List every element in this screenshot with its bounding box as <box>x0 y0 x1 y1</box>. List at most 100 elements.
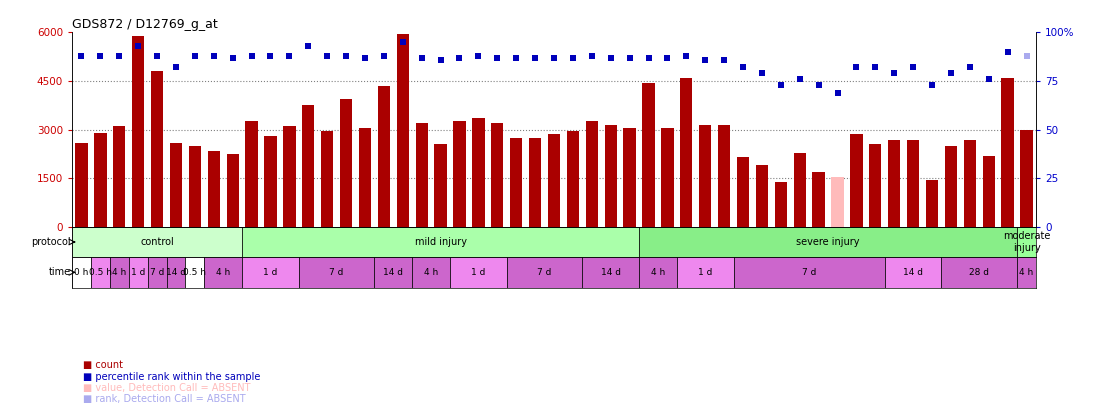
Bar <box>185 257 204 288</box>
Text: ■ value, Detection Call = ABSENT: ■ value, Detection Call = ABSENT <box>83 383 250 393</box>
Text: GDS872 / D12769_g_at: GDS872 / D12769_g_at <box>72 18 218 31</box>
Bar <box>434 144 447 227</box>
Text: 4 h: 4 h <box>216 268 230 277</box>
Text: 14 d: 14 d <box>903 268 923 277</box>
Bar <box>850 134 862 227</box>
Bar <box>246 122 258 227</box>
Bar <box>926 181 938 227</box>
Text: 7 d: 7 d <box>150 268 164 277</box>
Text: ■ percentile rank within the sample: ■ percentile rank within the sample <box>83 372 260 382</box>
Text: severe injury: severe injury <box>797 237 860 247</box>
Bar <box>450 257 506 288</box>
Bar <box>586 122 598 227</box>
Bar <box>583 257 639 288</box>
Bar <box>756 165 768 227</box>
Bar <box>375 257 412 288</box>
Bar <box>889 140 901 227</box>
Text: 4 h: 4 h <box>650 268 665 277</box>
Text: mild injury: mild injury <box>414 237 466 247</box>
Bar <box>94 133 106 227</box>
Bar <box>378 86 390 227</box>
Bar <box>397 34 409 227</box>
Bar <box>129 257 147 288</box>
Bar <box>643 83 655 227</box>
Text: 7 d: 7 d <box>329 268 343 277</box>
Text: protocol: protocol <box>31 237 71 247</box>
Bar <box>412 257 450 288</box>
Bar <box>491 123 503 227</box>
Bar <box>170 143 182 227</box>
Text: 14 d: 14 d <box>166 268 186 277</box>
Bar <box>453 122 465 227</box>
Bar <box>299 257 375 288</box>
Bar <box>699 125 711 227</box>
Bar <box>605 125 617 227</box>
Bar <box>340 99 352 227</box>
Bar <box>733 257 885 288</box>
Bar <box>869 144 882 227</box>
Bar <box>207 151 219 227</box>
Text: moderate
injury: moderate injury <box>1003 231 1050 253</box>
Bar <box>151 71 163 227</box>
Bar <box>321 131 334 227</box>
Bar <box>226 154 239 227</box>
Bar <box>472 118 484 227</box>
Bar <box>774 182 787 227</box>
Bar <box>737 157 749 227</box>
Text: 0.5 h: 0.5 h <box>89 268 112 277</box>
Text: 4 h: 4 h <box>424 268 439 277</box>
Bar <box>416 123 428 227</box>
Bar <box>907 140 920 227</box>
Bar <box>831 177 843 227</box>
Bar <box>639 227 1017 257</box>
Bar <box>243 257 299 288</box>
Bar <box>188 146 201 227</box>
Bar <box>359 128 371 227</box>
Text: 7 d: 7 d <box>537 268 552 277</box>
Text: ■ rank, Detection Call = ABSENT: ■ rank, Detection Call = ABSENT <box>83 394 246 405</box>
Text: 28 d: 28 d <box>970 268 989 277</box>
Bar <box>243 227 639 257</box>
Text: 14 d: 14 d <box>383 268 403 277</box>
Bar <box>983 156 995 227</box>
Bar <box>945 147 957 227</box>
Text: ■ count: ■ count <box>83 360 123 371</box>
Text: 1 d: 1 d <box>264 268 278 277</box>
Text: 1 d: 1 d <box>698 268 712 277</box>
Bar <box>1020 130 1033 227</box>
Bar <box>964 140 976 227</box>
Bar <box>661 128 674 227</box>
Bar <box>75 143 88 227</box>
Bar <box>1017 257 1036 288</box>
Bar <box>639 257 677 288</box>
Bar <box>547 134 561 227</box>
Text: 4 h: 4 h <box>112 268 126 277</box>
Text: 14 d: 14 d <box>601 268 620 277</box>
Bar <box>204 257 243 288</box>
Bar <box>166 257 185 288</box>
Text: 7 d: 7 d <box>802 268 817 277</box>
Bar <box>132 36 144 227</box>
Bar <box>510 138 522 227</box>
Text: control: control <box>141 237 174 247</box>
Bar <box>284 126 296 227</box>
Bar <box>506 257 583 288</box>
Bar <box>1002 79 1014 227</box>
Bar <box>680 78 692 227</box>
Bar <box>110 257 129 288</box>
Text: 1 d: 1 d <box>131 268 145 277</box>
Bar <box>302 105 315 227</box>
Bar <box>529 138 541 227</box>
Bar <box>147 257 166 288</box>
Text: 1 d: 1 d <box>471 268 485 277</box>
Bar <box>91 257 110 288</box>
Bar <box>793 153 806 227</box>
Bar <box>113 126 125 227</box>
Bar <box>1017 227 1036 257</box>
Bar <box>677 257 733 288</box>
Text: 0 h: 0 h <box>74 268 89 277</box>
Bar <box>718 125 730 227</box>
Bar <box>567 131 579 227</box>
Text: 4 h: 4 h <box>1019 268 1034 277</box>
Bar <box>624 128 636 227</box>
